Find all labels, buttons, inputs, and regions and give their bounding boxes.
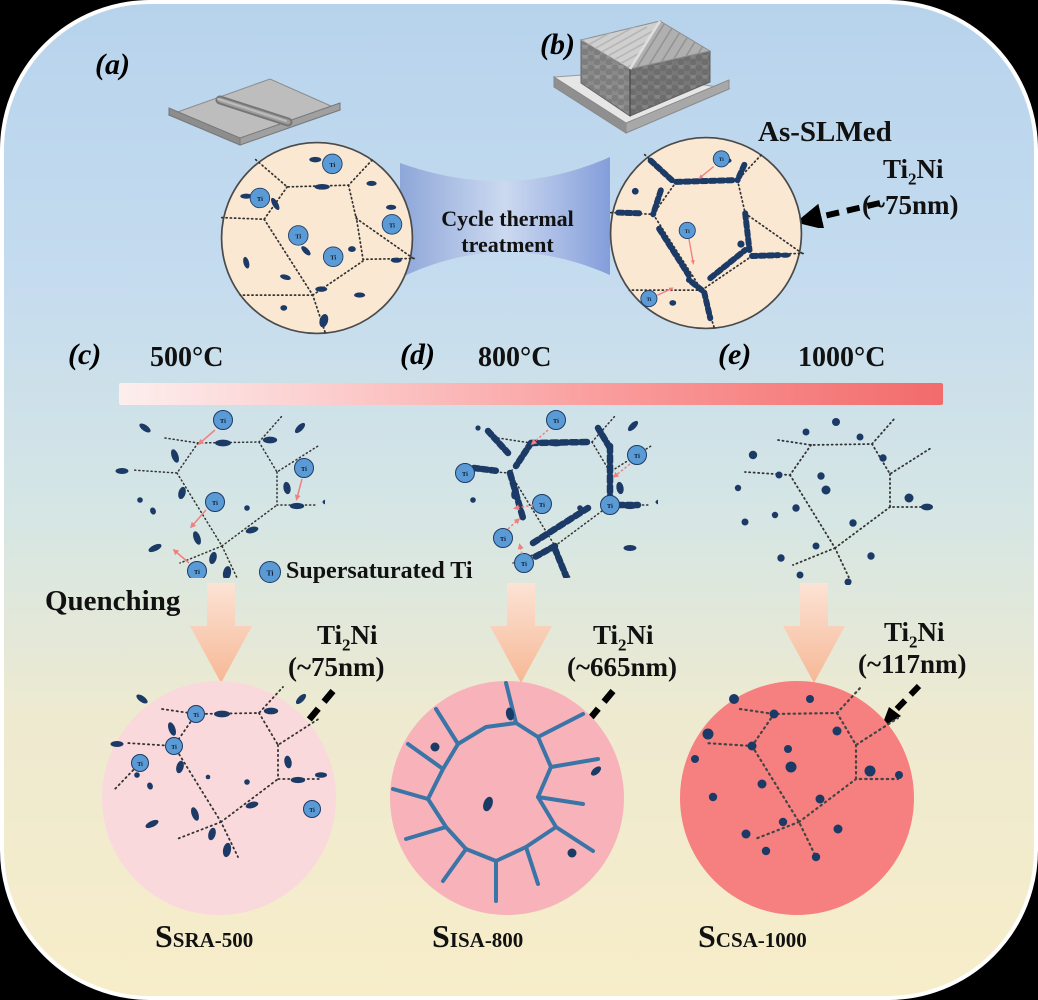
svg-text:Ti: Ti <box>137 762 143 768</box>
svg-text:Ti: Ti <box>309 808 315 814</box>
svg-text:Ti: Ti <box>220 418 226 425</box>
svg-text:Ti: Ti <box>329 162 335 169</box>
svg-text:Ti: Ti <box>634 453 640 460</box>
svg-text:Ti: Ti <box>267 569 274 578</box>
svg-text:Ti: Ti <box>719 157 724 163</box>
svg-text:Ti: Ti <box>500 536 506 543</box>
svg-text:Ti: Ti <box>685 229 690 235</box>
svg-text:Ti: Ti <box>257 196 263 203</box>
svg-text:Ti: Ti <box>389 222 395 229</box>
svg-text:Ti: Ti <box>171 745 177 751</box>
svg-text:Ti: Ti <box>607 503 613 510</box>
svg-text:Ti: Ti <box>646 297 651 303</box>
svg-text:Ti: Ti <box>193 713 199 719</box>
svg-text:Ti: Ti <box>194 569 200 576</box>
svg-text:Ti: Ti <box>539 502 545 509</box>
svg-text:Ti: Ti <box>553 418 559 425</box>
svg-text:Ti: Ti <box>462 471 468 478</box>
svg-text:Ti: Ti <box>521 561 527 568</box>
svg-text:Ti: Ti <box>295 233 301 240</box>
svg-text:Ti: Ti <box>301 466 307 473</box>
svg-text:Ti: Ti <box>330 255 336 262</box>
svg-text:Ti: Ti <box>212 500 218 507</box>
